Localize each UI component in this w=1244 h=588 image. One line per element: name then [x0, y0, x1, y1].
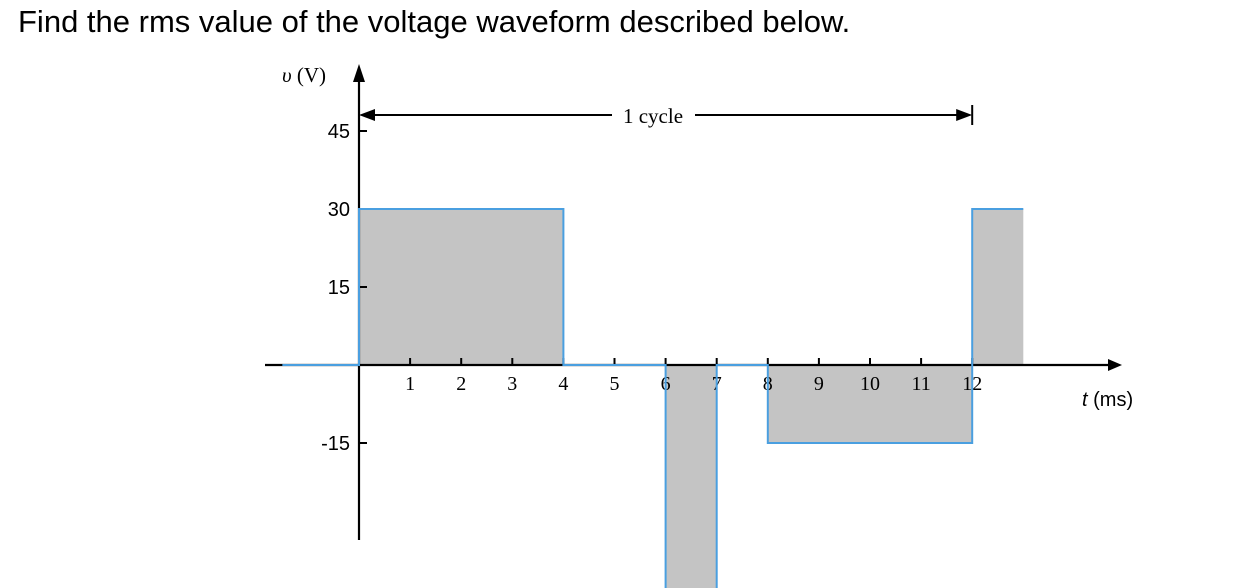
x-axis-arrowhead [1108, 359, 1122, 371]
waveform-outline [282, 208, 1024, 588]
axis-variable: t [1082, 389, 1089, 411]
x-tick-label: 4 [558, 373, 568, 395]
y-tick-label: 15 [328, 277, 350, 299]
x-tick-label: 2 [456, 373, 466, 395]
x-tick-label: 3 [507, 373, 517, 395]
y-tick-label: 30 [328, 199, 350, 221]
y-axis-label: υ (V) [282, 63, 326, 87]
cycle-label: 1 cycle [623, 104, 683, 128]
x-axis-label: t (ms) [1082, 389, 1133, 411]
waveform-line [282, 208, 1024, 588]
axis-unit: (V) [292, 63, 326, 87]
y-tick-label: 45 [328, 121, 350, 143]
x-tick-label: 11 [911, 373, 930, 395]
question-text: Find the rms value of the voltage wavefo… [18, 4, 851, 39]
y-axis-arrowhead [353, 64, 365, 82]
cycle-annotation: 1 cycle [359, 104, 974, 128]
y-tick-label: -15 [321, 433, 350, 455]
x-tick-label: 5 [610, 373, 620, 395]
pulse-area [767, 365, 973, 443]
pulse-area [359, 209, 564, 365]
pulse-area [665, 365, 717, 588]
cycle-arrowhead-right [956, 109, 973, 121]
axis-unit: (ms) [1088, 389, 1134, 411]
x-tick-label: 1 [405, 373, 415, 395]
x-tick-label: 9 [814, 373, 824, 395]
axis-variable: υ [282, 63, 292, 87]
cycle-arrowhead-left [359, 109, 375, 121]
waveform-areas [359, 209, 1024, 588]
pulse-area [972, 209, 1024, 365]
x-tick-label: 10 [860, 373, 880, 395]
